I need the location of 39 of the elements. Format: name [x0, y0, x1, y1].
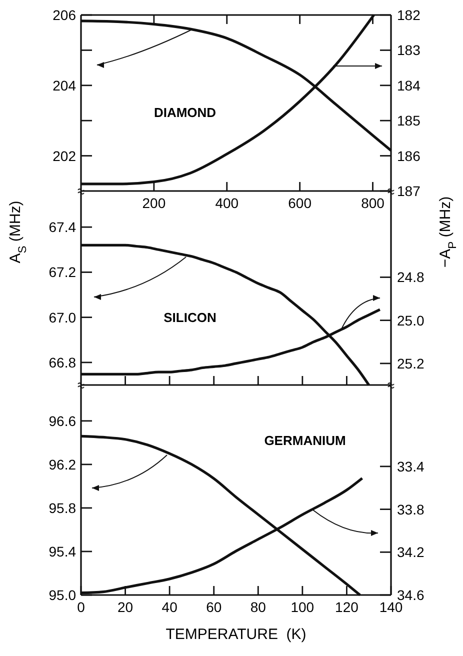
y2-tick-label: 182 — [397, 7, 421, 23]
x-tick-label: 40 — [162, 599, 178, 615]
y-tick-label: 95.8 — [48, 500, 76, 516]
x-tick-label: 80 — [250, 599, 266, 615]
y2-tick-label: 184 — [397, 77, 421, 94]
x-tick-label: 60 — [206, 599, 222, 615]
y-tick-label: 95.4 — [48, 543, 76, 560]
y-tick-label: 96.6 — [48, 412, 76, 429]
y-tick-label: 66.8 — [48, 354, 76, 370]
x-tick-label: 400 — [215, 195, 239, 211]
y2-tick-label: 33.8 — [397, 501, 424, 518]
y-tick-label: 206 — [52, 7, 76, 23]
y-tick-label: 95.0 — [48, 587, 76, 603]
x-tick-label: 0 — [77, 599, 86, 615]
x-tick-label: 600 — [288, 195, 312, 211]
y-tick-label: 67.2 — [48, 264, 76, 280]
x-tick-label: 20 — [117, 599, 134, 615]
y2-tick-label: 186 — [397, 148, 421, 164]
y-tick-label: 202 — [52, 148, 76, 164]
y2-tick-label: 25.0 — [397, 312, 424, 328]
y2-tick-label: 34.2 — [397, 544, 424, 560]
y2-tick-label: 25.2 — [397, 355, 424, 372]
y2-tick-label: 185 — [397, 112, 421, 129]
annotation: GERMANIUM — [264, 433, 346, 448]
x-tick-label: 120 — [335, 599, 359, 615]
x-tick-label: 200 — [142, 195, 166, 211]
x-axis-title: TEMPERATURE (K) — [166, 626, 306, 643]
y-tick-label: 96.2 — [48, 456, 76, 472]
y2-tick-label: 24.8 — [397, 269, 424, 286]
y2-tick-label: 33.4 — [397, 458, 424, 474]
y-tick-label: 67.4 — [48, 219, 76, 236]
x-tick-label: 100 — [290, 599, 314, 615]
annotation: DIAMOND — [154, 105, 216, 120]
y2-tick-label: 187 — [397, 183, 421, 199]
annotation: SILICON — [164, 310, 216, 325]
y-tick-label: 67.0 — [48, 309, 76, 326]
y2-tick-label: 183 — [397, 42, 421, 58]
x-tick-label: 800 — [361, 195, 385, 211]
y-tick-label: 204 — [52, 77, 76, 94]
